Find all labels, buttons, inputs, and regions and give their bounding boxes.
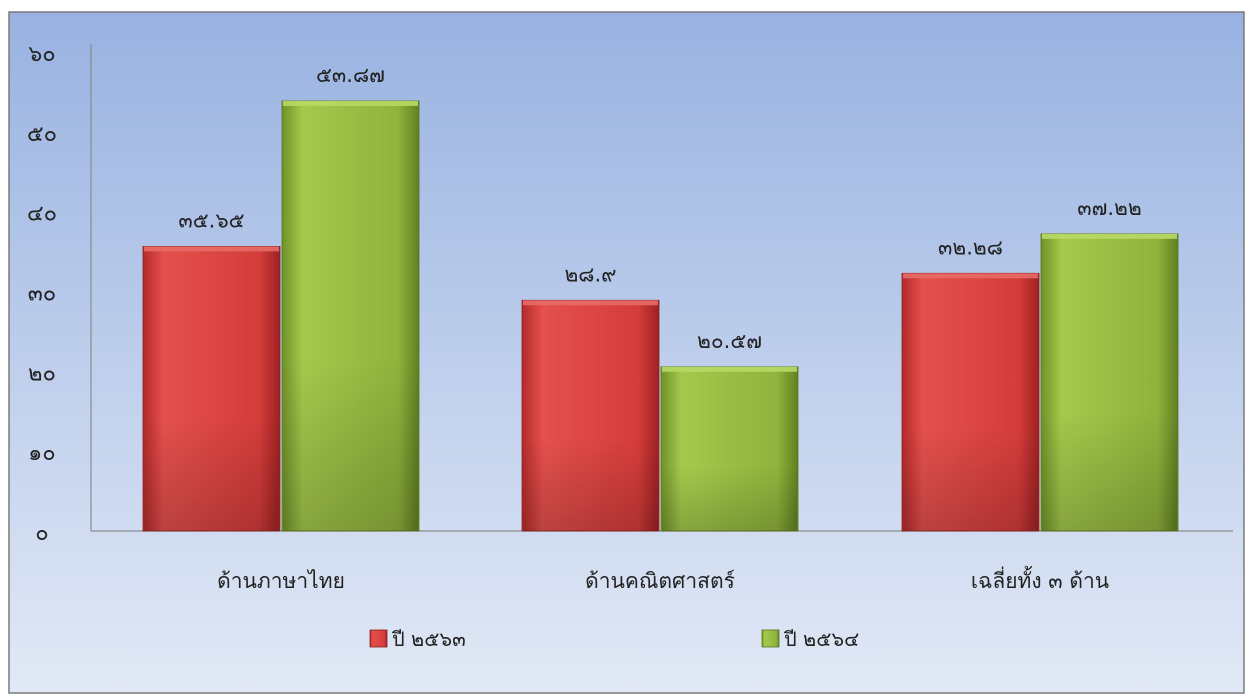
x-category-label: เฉลี่ยทั้ง ๓ ด้าน xyxy=(971,566,1109,593)
data-label: ๕๓.๘๗ xyxy=(316,63,385,87)
y-tick-label: ๕๐ xyxy=(27,122,57,147)
bar-bevel xyxy=(283,100,418,106)
bar-shade xyxy=(1042,412,1177,531)
y-tick-label: ๐ xyxy=(35,521,48,546)
y-tick-label: ๖๐ xyxy=(28,42,55,67)
bar-shade xyxy=(662,465,797,531)
bar-shade xyxy=(283,358,418,531)
y-tick-label: ๒๐ xyxy=(28,361,56,386)
bar-bevel xyxy=(523,300,658,306)
x-category-label: ด้านคณิตศาสตร์ xyxy=(585,569,735,593)
legend-swatch xyxy=(761,629,780,648)
bar-bevel xyxy=(144,246,279,252)
legend-swatch xyxy=(369,629,388,648)
data-label: ๒๐.๕๗ xyxy=(697,329,762,353)
data-label: ๓๒.๒๘ xyxy=(938,235,1003,259)
legend-label: ปี ๒๕๖๔ xyxy=(784,627,859,651)
bar-shade xyxy=(523,438,658,531)
bar-bevel xyxy=(903,273,1038,279)
y-tick-label: ๔๐ xyxy=(27,202,57,227)
data-label: ๒๘.๙ xyxy=(564,262,616,286)
y-tick-label: ๓๐ xyxy=(28,282,56,307)
data-label: ๓๗.๒๒ xyxy=(1077,196,1142,220)
bar-bevel xyxy=(1042,233,1177,239)
data-label: ๓๕.๖๕ xyxy=(178,208,244,232)
bar-shade xyxy=(144,417,279,531)
bar-bevel xyxy=(662,366,797,372)
y-tick-label: ๑๐ xyxy=(28,441,55,466)
legend-label: ปี ๒๕๖๓ xyxy=(392,627,466,651)
x-category-label: ด้านภาษาไทย xyxy=(217,569,345,593)
bar-shade xyxy=(903,427,1038,531)
